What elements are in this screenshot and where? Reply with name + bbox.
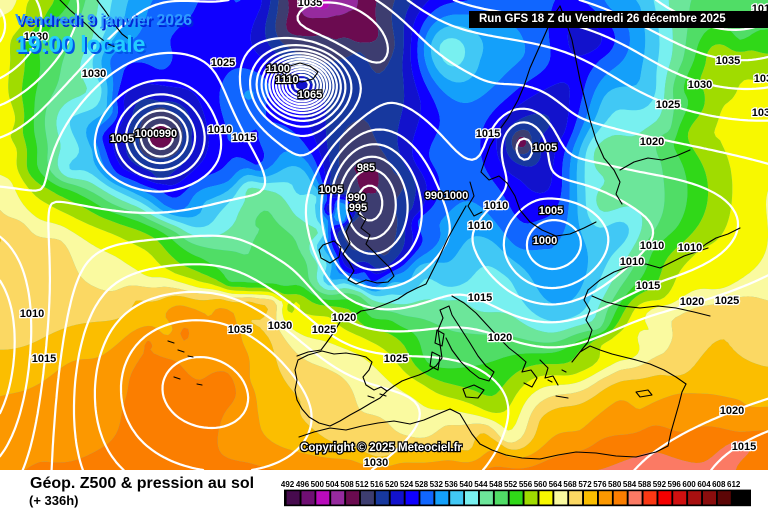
svg-text:568: 568 (563, 480, 577, 489)
svg-text:500: 500 (311, 480, 325, 489)
svg-text:1015: 1015 (468, 292, 492, 304)
svg-text:1030: 1030 (82, 68, 106, 80)
svg-text:1025: 1025 (656, 99, 680, 111)
svg-text:1030: 1030 (24, 31, 48, 43)
svg-text:1035: 1035 (228, 324, 252, 336)
svg-text:1020: 1020 (332, 312, 356, 324)
svg-text:1015: 1015 (476, 128, 500, 140)
svg-text:564: 564 (549, 480, 563, 489)
svg-text:1035: 1035 (298, 0, 322, 9)
svg-text:592: 592 (653, 480, 667, 489)
svg-text:1010: 1010 (208, 124, 232, 136)
svg-text:1020: 1020 (680, 296, 704, 308)
svg-text:536: 536 (445, 480, 459, 489)
svg-text:1025: 1025 (715, 295, 739, 307)
svg-text:532: 532 (430, 480, 444, 489)
svg-text:990: 990 (159, 128, 177, 140)
svg-text:1030: 1030 (364, 457, 388, 469)
svg-text:1065: 1065 (298, 89, 322, 101)
svg-text:504: 504 (326, 480, 340, 489)
svg-text:990: 990 (348, 192, 366, 204)
svg-text:1035: 1035 (754, 73, 768, 85)
svg-text:588: 588 (638, 480, 652, 489)
svg-text:1020: 1020 (640, 136, 664, 148)
svg-text:524: 524 (400, 480, 414, 489)
svg-text:985: 985 (357, 162, 375, 174)
svg-text:1015: 1015 (32, 353, 56, 365)
svg-text:560: 560 (534, 480, 548, 489)
svg-text:1030: 1030 (268, 320, 292, 332)
svg-text:612: 612 (727, 480, 741, 489)
svg-text:1025: 1025 (312, 324, 336, 336)
svg-text:544: 544 (474, 480, 488, 489)
svg-text:540: 540 (459, 480, 473, 489)
svg-text:1010: 1010 (484, 200, 508, 212)
svg-text:1035: 1035 (716, 55, 740, 67)
svg-text:584: 584 (623, 480, 637, 489)
svg-text:496: 496 (296, 480, 310, 489)
svg-text:1005: 1005 (533, 142, 557, 154)
svg-text:580: 580 (608, 480, 622, 489)
svg-text:1010: 1010 (678, 242, 702, 254)
svg-text:1030: 1030 (752, 107, 768, 119)
svg-text:1015: 1015 (636, 280, 660, 292)
svg-text:1000: 1000 (135, 128, 159, 140)
svg-text:556: 556 (519, 480, 533, 489)
svg-text:1015: 1015 (732, 441, 756, 453)
svg-text:1020: 1020 (720, 405, 744, 417)
svg-text:1100: 1100 (266, 63, 290, 75)
svg-text:1025: 1025 (384, 353, 408, 365)
svg-text:604: 604 (697, 480, 711, 489)
svg-text:508: 508 (340, 480, 354, 489)
svg-text:1005: 1005 (110, 133, 134, 145)
svg-text:1000: 1000 (444, 190, 468, 202)
svg-text:1005: 1005 (539, 205, 563, 217)
svg-text:1010: 1010 (640, 240, 664, 252)
svg-text:516: 516 (370, 480, 384, 489)
svg-text:995: 995 (349, 202, 367, 214)
svg-text:1030: 1030 (688, 79, 712, 91)
svg-text:600: 600 (682, 480, 696, 489)
svg-text:1010: 1010 (20, 308, 44, 320)
svg-text:1110: 1110 (275, 74, 298, 86)
svg-text:1015: 1015 (232, 132, 256, 144)
svg-text:528: 528 (415, 480, 429, 489)
svg-text:1020: 1020 (488, 332, 512, 344)
svg-text:572: 572 (578, 480, 592, 489)
svg-text:576: 576 (593, 480, 607, 489)
svg-text:608: 608 (712, 480, 726, 489)
svg-text:990: 990 (425, 190, 443, 202)
svg-text:1010: 1010 (620, 256, 644, 268)
svg-text:1000: 1000 (533, 235, 557, 247)
svg-text:1025: 1025 (211, 57, 235, 69)
svg-text:492: 492 (281, 480, 295, 489)
svg-text:548: 548 (489, 480, 503, 489)
svg-text:596: 596 (668, 480, 682, 489)
svg-text:1010: 1010 (468, 220, 492, 232)
svg-text:Copyright © 2025 Meteociel.fr: Copyright © 2025 Meteociel.fr (300, 442, 462, 454)
svg-text:512: 512 (355, 480, 369, 489)
svg-text:552: 552 (504, 480, 518, 489)
svg-text:1005: 1005 (319, 184, 343, 196)
svg-text:520: 520 (385, 480, 399, 489)
